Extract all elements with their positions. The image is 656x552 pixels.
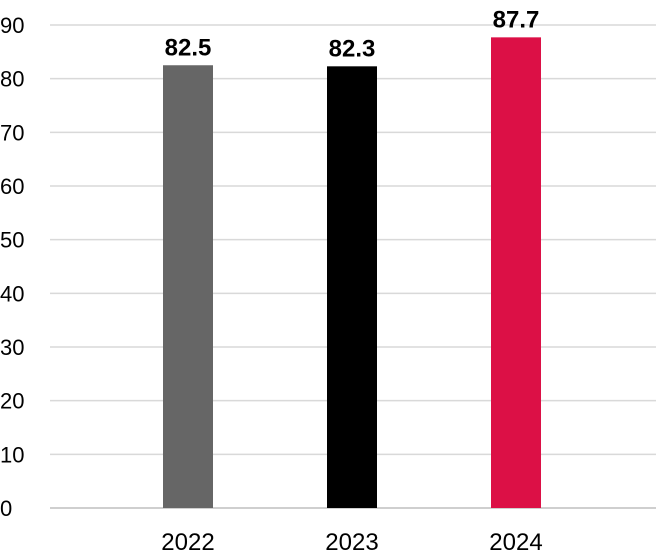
y-tick-label: 40	[0, 281, 24, 306]
bars	[163, 37, 541, 509]
bar-2023	[327, 66, 377, 508]
data-label-2022: 82.5	[165, 34, 212, 61]
bar-2024	[491, 37, 541, 509]
y-tick-label: 60	[0, 174, 24, 199]
x-tick-label-2023: 2023	[325, 529, 378, 552]
data-labels: 82.5 82.3 87.7	[165, 6, 540, 62]
data-label-2024: 87.7	[493, 6, 540, 33]
x-tick-label-2024: 2024	[489, 529, 542, 552]
y-tick-label: 10	[0, 442, 24, 467]
x-tick-label-2022: 2022	[161, 529, 214, 552]
y-tick-label: 70	[0, 120, 24, 145]
data-label-2023: 82.3	[329, 35, 376, 62]
y-tick-label: 90	[0, 13, 24, 38]
x-axis-tick-labels: 2022 2023 2024	[161, 529, 542, 552]
y-tick-label: 30	[0, 335, 24, 360]
y-axis-tick-labels: 0 10 20 30 40 50 60 70 80 90	[0, 13, 24, 521]
y-tick-label: 20	[0, 389, 24, 414]
bar-2022	[163, 65, 213, 508]
y-tick-label: 80	[0, 67, 24, 92]
y-tick-label: 50	[0, 228, 24, 253]
y-tick-label: 0	[0, 496, 12, 521]
